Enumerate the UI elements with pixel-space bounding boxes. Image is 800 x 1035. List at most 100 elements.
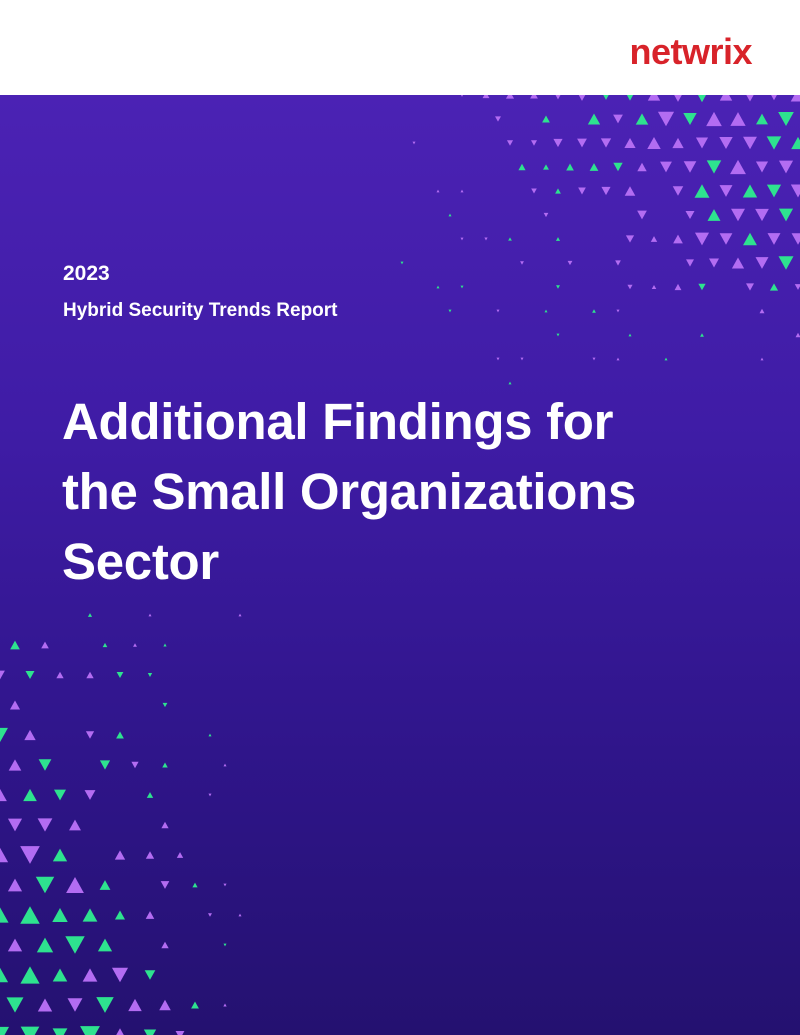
report-title-line-1: Additional Findings for: [62, 393, 614, 450]
pattern-triangle: [99, 880, 111, 890]
pattern-triangle: [223, 1003, 227, 1007]
pattern-triangle: [577, 138, 587, 148]
pattern-triangle: [706, 160, 722, 174]
pattern-triangle: [116, 1028, 124, 1035]
report-year: 2023: [63, 262, 110, 285]
pattern-triangle: [86, 671, 94, 679]
pattern-triangle: [128, 998, 142, 1012]
pattern-triangle: [37, 998, 53, 1012]
pattern-triangle: [238, 913, 242, 917]
pattern-triangle: [707, 209, 721, 221]
pattern-triangle: [36, 937, 54, 953]
pattern-triangle: [144, 970, 156, 980]
pattern-triangle: [767, 233, 781, 245]
pattern-triangle: [238, 613, 242, 617]
pattern-triangle: [700, 333, 704, 337]
pattern-triangle: [544, 309, 548, 313]
pattern-triangle: [131, 761, 139, 769]
pattern-triangle: [20, 966, 40, 984]
pattern-triangle: [0, 967, 9, 983]
pattern-triangle: [9, 700, 21, 710]
pattern-triangle: [672, 137, 684, 149]
pattern-triangle: [8, 759, 22, 771]
pattern-triangle: [146, 792, 154, 798]
pattern-triangle: [6, 997, 24, 1013]
pattern-triangle: [756, 113, 768, 125]
pattern-triangle: [794, 284, 800, 290]
pattern-triangle: [191, 1001, 199, 1009]
pattern-triangle: [460, 285, 464, 289]
pattern-triangle: [647, 136, 661, 150]
pattern-triangle: [660, 161, 672, 173]
pattern-triangle: [637, 162, 647, 172]
pattern-triangle: [448, 213, 452, 217]
pattern-triangle: [530, 140, 538, 146]
pattern-triangle: [82, 968, 98, 982]
pattern-triangle: [694, 184, 710, 198]
pattern-triangle: [766, 184, 782, 198]
pattern-triangle: [755, 257, 769, 269]
pattern-triangle: [145, 911, 155, 919]
pattern-triangle: [778, 160, 794, 174]
pattern-triangle: [556, 333, 560, 337]
pattern-triangle: [87, 613, 93, 617]
pattern-triangle: [791, 233, 800, 245]
pattern-triangle: [555, 95, 561, 100]
pattern-triangle: [460, 189, 464, 193]
pattern-triangle: [111, 967, 129, 983]
pattern-triangle: [162, 762, 168, 768]
pattern-triangle: [625, 235, 635, 243]
pattern-triangle: [790, 184, 800, 198]
pattern-triangle: [506, 140, 514, 146]
pattern-triangle: [657, 111, 675, 127]
pattern-triangle: [85, 731, 95, 739]
pattern-triangle: [616, 309, 620, 313]
header-bar: netwrix: [0, 0, 800, 95]
pattern-triangle: [592, 357, 596, 361]
pattern-triangle: [84, 790, 96, 800]
pattern-triangle: [7, 938, 23, 952]
pattern-triangle: [56, 671, 64, 679]
pattern-triangle: [556, 285, 560, 289]
pattern-triangle: [24, 729, 36, 741]
report-title-line-2: the Small Organizations: [62, 463, 637, 520]
pattern-triangle: [208, 733, 212, 737]
pattern-triangle: [52, 1028, 68, 1035]
pattern-triangle: [760, 357, 764, 361]
pattern-triangle: [482, 95, 490, 99]
pattern-triangle: [54, 789, 66, 801]
pattern-triangle: [626, 95, 634, 101]
pattern-triangle: [531, 188, 537, 194]
pattern-triangle: [496, 309, 500, 313]
pattern-triangle: [508, 237, 512, 241]
pattern-triangle: [116, 731, 124, 739]
pattern-triangle: [0, 670, 5, 680]
pattern-triangle: [698, 283, 706, 291]
pattern-triangle: [143, 1029, 157, 1035]
pattern-triangle: [555, 188, 561, 194]
pattern-triangle: [0, 907, 9, 923]
cover-panel: 2023 Hybrid Security Trends Report Addit…: [0, 95, 800, 1035]
pattern-triangle: [647, 95, 661, 101]
pattern-triangle: [672, 186, 684, 196]
pattern-triangle: [133, 643, 137, 647]
pattern-triangle: [683, 112, 697, 126]
pattern-triangle: [542, 115, 550, 123]
pattern-triangle: [555, 237, 561, 241]
pattern-triangle: [566, 163, 574, 171]
pattern-triangle: [495, 116, 501, 122]
netwrix-logo: netwrix: [629, 31, 752, 72]
pattern-triangle: [518, 163, 526, 171]
pattern-triangle: [52, 908, 68, 922]
pattern-triangle: [543, 212, 549, 218]
pattern-triangle: [553, 138, 563, 148]
pattern-triangle: [790, 95, 800, 102]
pattern-triangle: [683, 161, 697, 173]
pattern-triangle: [708, 258, 720, 268]
pattern-triangle: [664, 357, 668, 361]
pattern-triangle: [69, 819, 81, 831]
pattern-triangle: [520, 261, 524, 265]
pattern-triangle: [743, 232, 757, 246]
pattern-triangle: [223, 763, 227, 767]
pattern-triangle: [730, 159, 746, 175]
